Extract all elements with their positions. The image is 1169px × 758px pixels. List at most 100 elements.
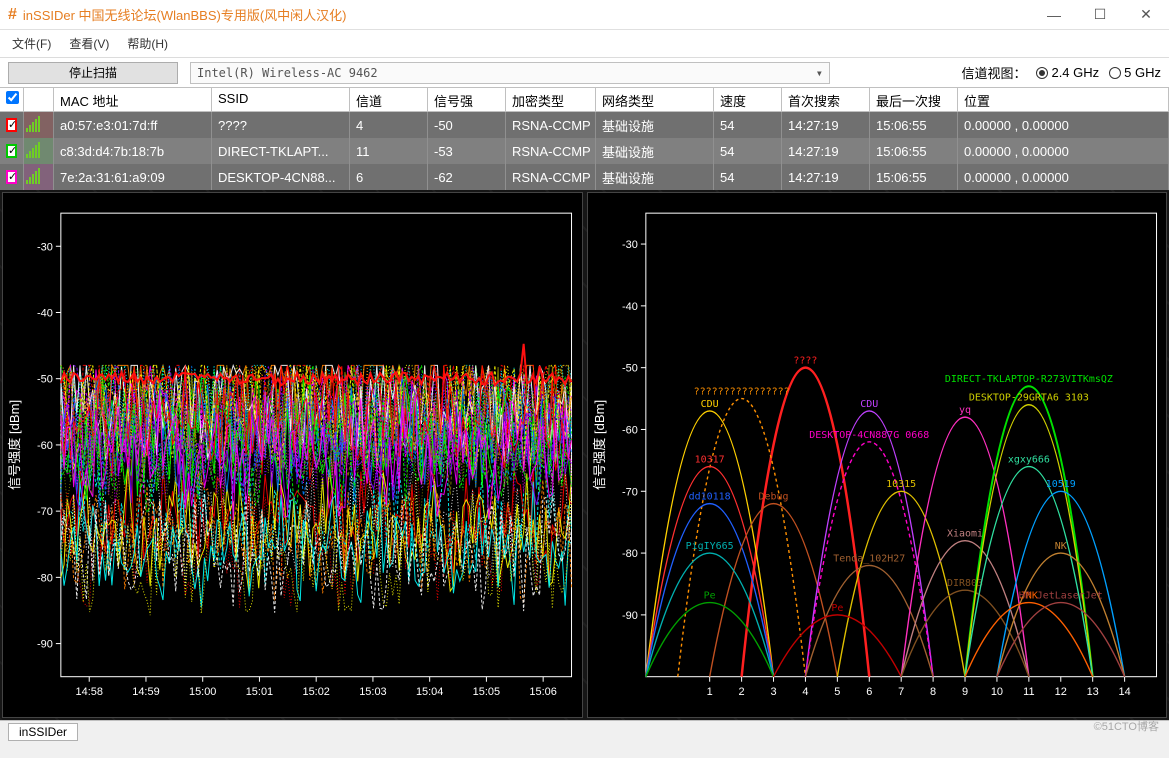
- svg-text:14:58: 14:58: [76, 686, 103, 698]
- svg-text:????????????????: ????????????????: [693, 386, 789, 397]
- svg-text:DESKTOP-29GRTA6 3103: DESKTOP-29GRTA6 3103: [968, 393, 1088, 404]
- svg-text:15:05: 15:05: [473, 686, 500, 698]
- svg-text:10519: 10519: [1045, 479, 1075, 490]
- svg-text:2: 2: [738, 686, 744, 698]
- window-title: inSSIDer 中国无线论坛(WlanBBS)专用版(风中闲人汉化): [23, 5, 1031, 24]
- svg-text:-30: -30: [37, 241, 53, 253]
- header-rssi[interactable]: 信号强: [428, 88, 506, 111]
- svg-text:10: 10: [990, 686, 1002, 698]
- band-5-radio[interactable]: 5 GHz: [1109, 65, 1161, 80]
- header-last[interactable]: 最后一次搜: [870, 88, 958, 111]
- svg-text:dd10118: dd10118: [688, 492, 730, 503]
- header-speed[interactable]: 速度: [714, 88, 782, 111]
- scan-button[interactable]: 停止扫描: [8, 62, 178, 84]
- network-table: MAC 地址 SSID 信道 信号强 加密类型 网络类型 速度 首次搜索 最后一…: [0, 88, 1169, 190]
- svg-text:15:01: 15:01: [246, 686, 273, 698]
- svg-text:9: 9: [961, 686, 967, 698]
- statusbar: inSSIDer: [0, 720, 1169, 742]
- svg-text:-80: -80: [622, 548, 638, 560]
- svg-text:Pe: Pe: [703, 590, 715, 601]
- menubar: 文件(F) 查看(V) 帮助(H): [0, 30, 1169, 58]
- svg-text:-40: -40: [622, 301, 638, 313]
- svg-text:10317: 10317: [694, 454, 724, 465]
- maximize-button[interactable]: ☐: [1077, 0, 1123, 29]
- svg-text:7: 7: [898, 686, 904, 698]
- status-tab[interactable]: inSSIDer: [8, 723, 78, 741]
- svg-text:15:03: 15:03: [359, 686, 386, 698]
- svg-text:3: 3: [770, 686, 776, 698]
- svg-text:15:04: 15:04: [416, 686, 443, 698]
- svg-text:CDU: CDU: [700, 399, 718, 410]
- header-ssid[interactable]: SSID: [212, 88, 350, 111]
- svg-text:4: 4: [802, 686, 808, 698]
- svg-text:-90: -90: [37, 639, 53, 651]
- watermark: ©51CTO博客: [1094, 718, 1159, 734]
- svg-text:-30: -30: [622, 239, 638, 251]
- svg-text:15:02: 15:02: [302, 686, 329, 698]
- minimize-button[interactable]: —: [1031, 0, 1077, 29]
- svg-text:-40: -40: [37, 307, 53, 319]
- svg-text:-70: -70: [622, 486, 638, 498]
- svg-text:Tenda_102H27: Tenda_102H27: [833, 553, 905, 564]
- svg-text:PigIY665: PigIY665: [685, 541, 733, 552]
- svg-text:信号强度 [dBm]: 信号强度 [dBm]: [7, 400, 22, 490]
- svg-text:DESKTOP-4CN887G 0668: DESKTOP-4CN887G 0668: [809, 430, 929, 441]
- channel-signal-chart: -30-40-50-60-70-80-901234567891011121314…: [587, 192, 1168, 718]
- header-check[interactable]: [0, 88, 24, 111]
- header-loc[interactable]: 位置: [958, 88, 1169, 111]
- svg-text:Debug: Debug: [758, 492, 788, 503]
- svg-text:-60: -60: [622, 424, 638, 436]
- svg-text:15:06: 15:06: [529, 686, 556, 698]
- app-icon: #: [8, 6, 17, 24]
- table-row[interactable]: 7e:2a:31:61:a9:09DESKTOP-4CN88...6-62RSN…: [0, 164, 1169, 190]
- svg-text:-80: -80: [37, 572, 53, 584]
- table-row[interactable]: a0:57:e3:01:7d:ff????4-50RSNA-CCMP基础设施54…: [0, 112, 1169, 138]
- svg-text:11: 11: [1023, 686, 1034, 698]
- header-first[interactable]: 首次搜索: [782, 88, 870, 111]
- svg-text:12: 12: [1054, 686, 1066, 698]
- adapter-name: Intel(R) Wireless-AC 9462: [197, 66, 378, 80]
- svg-text:-50: -50: [622, 363, 638, 375]
- svg-text:xgxy666: xgxy666: [1007, 454, 1049, 465]
- header-signal: [24, 88, 54, 111]
- svg-text:信号强度 [dBm]: 信号强度 [dBm]: [592, 400, 607, 490]
- band-24-radio[interactable]: 2.4 GHz: [1036, 65, 1099, 80]
- svg-text:-70: -70: [37, 506, 53, 518]
- svg-text:14: 14: [1118, 686, 1130, 698]
- close-button[interactable]: ✕: [1123, 0, 1169, 29]
- svg-text:Xiaomi: Xiaomi: [947, 529, 983, 540]
- chevron-down-icon: ▾: [816, 66, 823, 80]
- titlebar: # inSSIDer 中国无线论坛(WlanBBS)专用版(风中闲人汉化) — …: [0, 0, 1169, 30]
- svg-text:14:59: 14:59: [132, 686, 159, 698]
- svg-text:-60: -60: [37, 440, 53, 452]
- time-signal-chart: -30-40-50-60-70-80-9014:5814:5915:0015:0…: [2, 192, 583, 718]
- svg-text:NK: NK: [1054, 541, 1066, 552]
- header-channel[interactable]: 信道: [350, 88, 428, 111]
- svg-text:CDU: CDU: [860, 399, 878, 410]
- svg-text:-90: -90: [622, 610, 638, 622]
- svg-text:1: 1: [706, 686, 712, 698]
- svg-text:6: 6: [866, 686, 872, 698]
- menu-view[interactable]: 查看(V): [69, 35, 109, 52]
- chart-area: -30 -40 -50 -60 -70 -80 -90 14:58 14:59 15:00 15:0…: [0, 190, 1169, 720]
- svg-text:Pe: Pe: [831, 603, 843, 614]
- header-enc[interactable]: 加密类型: [506, 88, 596, 111]
- svg-text:15:00: 15:00: [189, 686, 216, 698]
- table-header: MAC 地址 SSID 信道 信号强 加密类型 网络类型 速度 首次搜索 最后一…: [0, 88, 1169, 112]
- svg-text:yq: yq: [959, 405, 971, 416]
- header-nettype[interactable]: 网络类型: [596, 88, 714, 111]
- svg-text:HP JetLaserJet: HP JetLaserJet: [1018, 590, 1102, 601]
- svg-text:13: 13: [1086, 686, 1098, 698]
- svg-text:5: 5: [834, 686, 840, 698]
- table-row[interactable]: c8:3d:d4:7b:18:7bDIRECT-TKLAPT...11-53RS…: [0, 138, 1169, 164]
- menu-help[interactable]: 帮助(H): [127, 35, 168, 52]
- header-mac[interactable]: MAC 地址: [54, 88, 212, 111]
- toolbar: 停止扫描 Intel(R) Wireless-AC 9462 ▾ 信道视图： 2…: [0, 58, 1169, 88]
- svg-text:????: ????: [793, 356, 817, 367]
- channel-view-label: 信道视图：: [961, 63, 1026, 82]
- svg-text:8: 8: [930, 686, 936, 698]
- adapter-select[interactable]: Intel(R) Wireless-AC 9462 ▾: [190, 62, 830, 84]
- menu-file[interactable]: 文件(F): [12, 35, 51, 52]
- svg-text:DIRECT-TKLAPTOP-R273VITKmsQZ: DIRECT-TKLAPTOP-R273VITKmsQZ: [944, 374, 1112, 385]
- svg-text:10315: 10315: [886, 479, 916, 490]
